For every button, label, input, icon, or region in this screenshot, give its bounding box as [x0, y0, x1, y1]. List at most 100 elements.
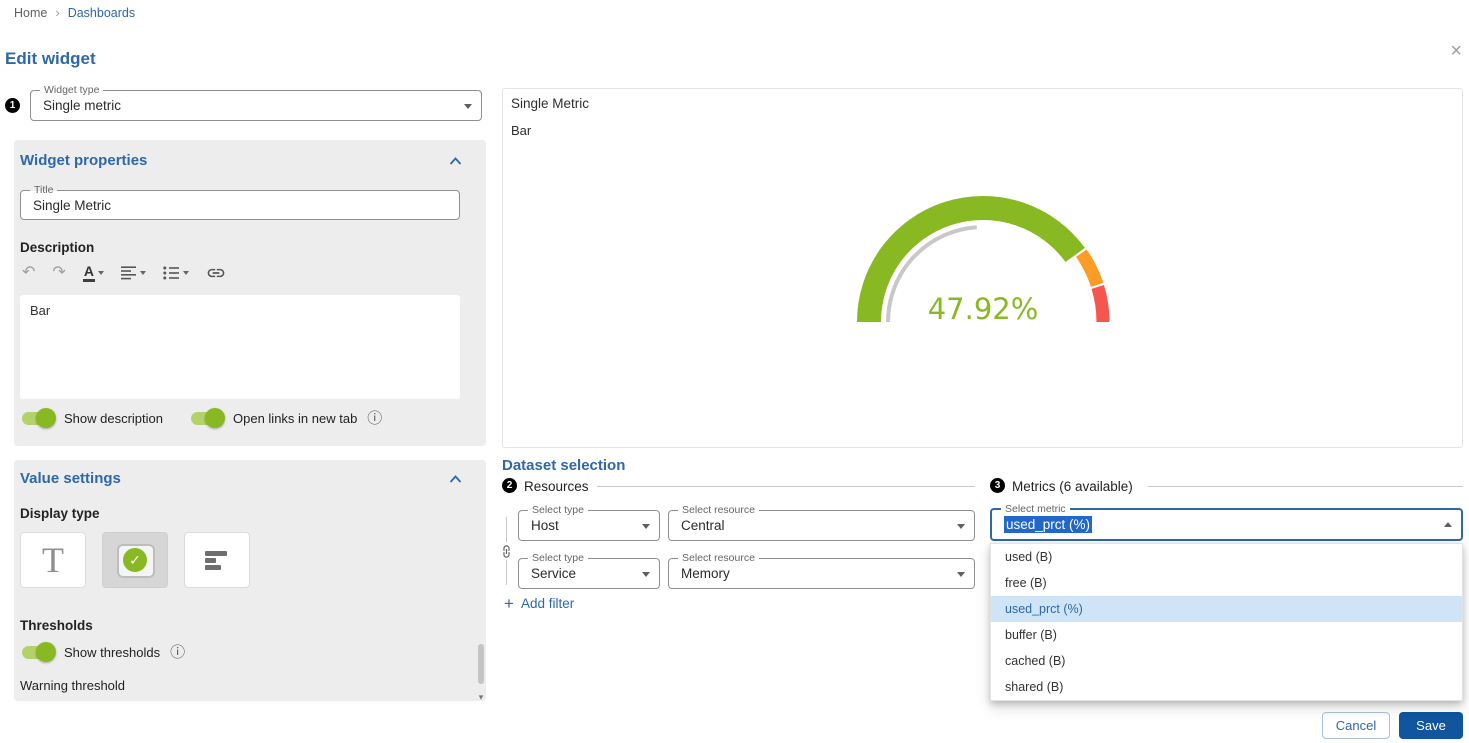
widget-preview-panel: Single Metric Bar 47.92%	[502, 88, 1463, 448]
breadcrumb-dashboards-link[interactable]: Dashboards	[67, 5, 136, 20]
select-resource-value: Memory	[681, 566, 730, 581]
select-type-value: Host	[531, 518, 559, 533]
widget-properties-section: Widget properties Title Single Metric De…	[14, 140, 486, 446]
info-icon[interactable]: ⓘ	[170, 643, 186, 661]
chevron-down-icon	[139, 271, 146, 275]
save-button[interactable]: Save	[1399, 712, 1463, 739]
add-filter-label: Add filter	[520, 596, 575, 611]
select-metric-combobox[interactable]: Select metric used_prct (%)	[990, 503, 1463, 541]
title-input-value: Single Metric	[33, 198, 112, 213]
select-metric-value: used_prct (%)	[1004, 516, 1093, 533]
scrollbar-thumb[interactable]	[478, 644, 484, 684]
chevron-down-icon[interactable]	[642, 571, 650, 577]
select-resource-label: Select resource	[678, 504, 759, 517]
thresholds-label: Thresholds	[20, 618, 93, 633]
resources-label: Resources	[524, 479, 589, 494]
chevron-down-icon[interactable]	[957, 523, 965, 529]
breadcrumb-home-link[interactable]: Home	[14, 5, 48, 20]
metrics-label: Metrics (6 available)	[1012, 479, 1133, 494]
gauge-chart: 47.92%	[857, 196, 1110, 326]
show-description-toggle[interactable]	[20, 408, 56, 428]
select-resource-value: Central	[681, 518, 725, 533]
open-links-toggle[interactable]	[189, 408, 225, 428]
select-type-value: Service	[531, 566, 577, 581]
list-button[interactable]	[163, 266, 189, 280]
chevron-down-icon[interactable]	[957, 571, 965, 577]
step-badge-2: 2	[502, 478, 517, 493]
metric-option[interactable]: buffer (B)	[1005, 628, 1057, 642]
bar-display-icon	[205, 550, 227, 570]
resource-type-select-2[interactable]: Select type Service	[518, 552, 660, 589]
gauge-warning-arc	[1075, 249, 1104, 288]
chevron-down-icon[interactable]	[464, 103, 472, 109]
select-type-label: Select type	[528, 552, 588, 565]
align-left-icon	[120, 266, 136, 280]
select-type-label: Select type	[528, 504, 588, 517]
resource-select-2[interactable]: Select resource Memory	[668, 552, 975, 589]
value-settings-title: Value settings	[20, 470, 121, 487]
chevron-up-icon[interactable]	[1444, 521, 1452, 527]
widget-type-select[interactable]: Widget type Single metric	[30, 84, 482, 121]
preview-title: Single Metric	[511, 96, 590, 111]
widget-properties-title: Widget properties	[20, 152, 148, 169]
description-editor[interactable]: Bar	[20, 295, 460, 399]
display-type-gauge[interactable]: ✓	[102, 532, 168, 588]
metric-option[interactable]: cached (B)	[1005, 654, 1066, 668]
chevron-down-icon[interactable]	[642, 523, 650, 529]
select-metric-label: Select metric	[1001, 503, 1070, 516]
redo-icon[interactable]: ↷	[52, 264, 66, 281]
gauge-value-arc	[886, 225, 977, 323]
chevron-down-icon	[97, 271, 104, 275]
resource-select-1[interactable]: Select resource Central	[668, 504, 975, 541]
breadcrumb: Home › Dashboards	[14, 5, 135, 20]
scroll-down-icon[interactable]: ▾	[478, 692, 484, 702]
show-thresholds-label: Show thresholds	[64, 644, 161, 660]
add-filter-button[interactable]: + Add filter	[504, 595, 574, 612]
cancel-button[interactable]: Cancel	[1322, 712, 1390, 739]
undo-icon[interactable]: ↶	[22, 264, 36, 281]
collapse-chevron-icon[interactable]	[449, 157, 462, 165]
close-icon[interactable]: ×	[1450, 40, 1462, 62]
toggle-knob	[36, 408, 56, 428]
section-divider	[1148, 486, 1463, 487]
widget-type-value: Single metric	[43, 98, 122, 113]
open-links-label: Open links in new tab	[233, 410, 358, 426]
metric-option[interactable]: shared (B)	[1005, 680, 1064, 694]
dataset-selection-title: Dataset selection	[502, 457, 626, 474]
metric-option[interactable]: used (B)	[1005, 550, 1053, 564]
display-type-text[interactable]: T	[20, 532, 86, 588]
section-divider	[597, 486, 975, 487]
metric-option[interactable]: free (B)	[1005, 576, 1047, 590]
text-color-letter: A	[82, 264, 95, 282]
step-badge-1: 1	[5, 98, 20, 113]
text-color-button[interactable]: A	[82, 264, 104, 282]
chevron-down-icon	[182, 271, 189, 275]
show-thresholds-toggle[interactable]	[20, 642, 56, 662]
info-icon[interactable]: ⓘ	[367, 409, 383, 427]
link-icon	[497, 542, 515, 560]
collapse-chevron-icon[interactable]	[449, 475, 462, 483]
text-display-icon: T	[42, 540, 64, 580]
display-type-bar[interactable]	[184, 532, 250, 588]
display-type-options: T ✓	[20, 532, 250, 588]
gauge-critical-arc	[1091, 285, 1110, 323]
widget-type-label: Widget type	[40, 84, 104, 97]
description-toolbar: ↶ ↷ A	[22, 260, 226, 286]
bullet-list-icon	[163, 266, 179, 280]
align-button[interactable]	[120, 266, 146, 280]
metric-dropdown-menu: used (B) free (B) used_prct (%) buffer (…	[990, 543, 1463, 701]
breadcrumb-separator-icon: ›	[55, 5, 60, 20]
description-text: Bar	[30, 303, 51, 318]
toggle-knob	[205, 408, 225, 428]
scrollbar[interactable]: ▾	[477, 446, 485, 702]
title-input[interactable]: Title Single Metric	[20, 184, 460, 220]
metric-option[interactable]: used_prct (%)	[991, 596, 1462, 622]
page-title: Edit widget	[5, 49, 96, 68]
resource-type-select-1[interactable]: Select type Host	[518, 504, 660, 541]
link-icon[interactable]	[206, 263, 226, 283]
warning-threshold-label: Warning threshold	[20, 678, 126, 693]
select-resource-label: Select resource	[678, 552, 759, 565]
value-settings-section: Value settings Display type T ✓ Threshol…	[14, 460, 486, 701]
plus-icon: +	[504, 594, 514, 613]
